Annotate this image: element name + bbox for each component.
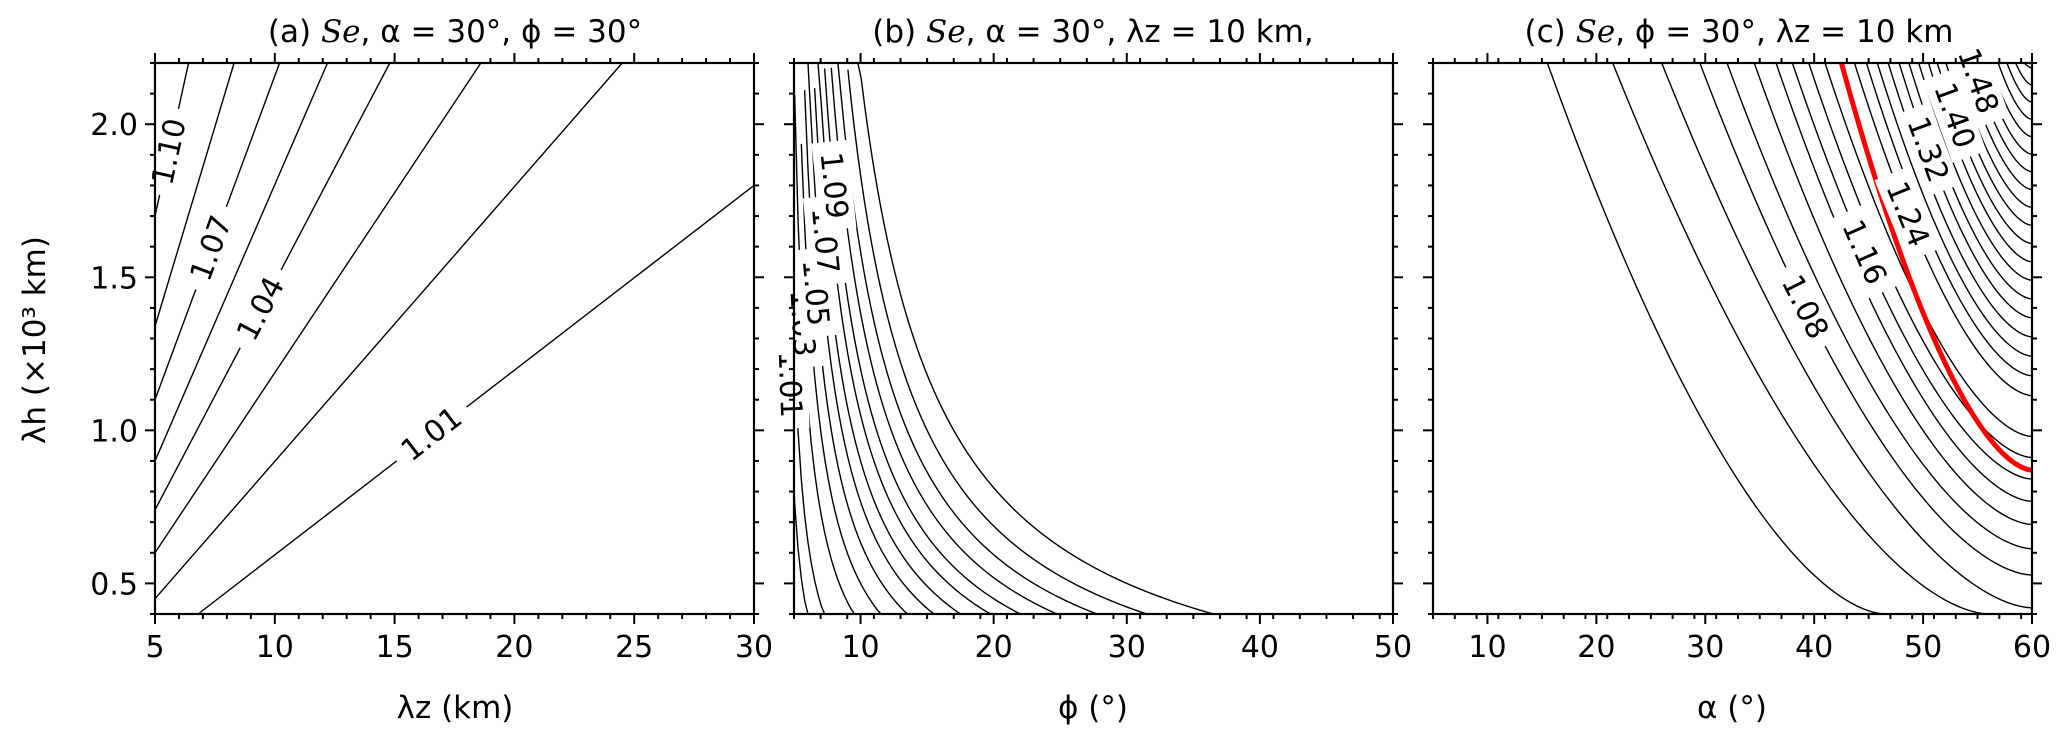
- x-tick-label: 15: [376, 630, 414, 665]
- contour-line: [1775, 63, 2032, 503]
- contour-line: [1546, 63, 1886, 614]
- panel-c-ticks: 10 20 30 40 50 60: [1423, 53, 2051, 665]
- x-tick-label: 40: [1795, 630, 1833, 665]
- panel-a-xlabel: λz (km): [397, 690, 514, 726]
- x-tick-label: 10: [841, 630, 879, 665]
- contour-line: [1997, 63, 2032, 121]
- highlight-contour-line: [1838, 63, 2032, 473]
- x-tick-label: 40: [1241, 630, 1279, 665]
- panel-a: (a) Se, α = 30°, ϕ = 30° 1.101.071.041.0…: [17, 14, 773, 726]
- panel-a-ylabel: λh (×10³ km): [17, 236, 53, 444]
- contour-label: 1.08: [1774, 270, 1835, 345]
- panel-b: (b) Se, α = 30°, λz = 10 km, 1.011.031.0…: [770, 14, 1412, 726]
- contour-line: [1699, 63, 2032, 576]
- contour-label-bg: [224, 261, 298, 357]
- panel-b-contours: [794, 63, 1274, 614]
- y-tick-label: 1.0: [90, 414, 138, 449]
- contour-line: [823, 68, 1055, 614]
- contour-line: [817, 63, 1018, 614]
- panel-a-contour-labels: 1.101.071.041.01: [142, 104, 478, 476]
- contour-line: [1791, 63, 2032, 480]
- contour-label: 1.07: [184, 211, 240, 286]
- x-tick-label: 30: [1686, 630, 1724, 665]
- contour-line: [803, 90, 925, 614]
- contour-label-bg: [1946, 33, 2010, 129]
- x-tick-label: 50: [1374, 630, 1412, 665]
- contour-line: [807, 63, 955, 614]
- contour-label: 1.10: [145, 116, 193, 189]
- contour-label-bg: [811, 139, 857, 232]
- panel-b-ticks: 10 20 30 40 50: [784, 53, 1412, 665]
- panel-c-xlabel: α (°): [1697, 690, 1767, 726]
- contour-line: [197, 184, 755, 615]
- contour-line: [794, 473, 809, 614]
- x-tick-label: 10: [256, 630, 294, 665]
- panel-b-frame: [792, 61, 1395, 616]
- contour-line: [2015, 63, 2032, 86]
- contour-line: [2006, 63, 2032, 103]
- panel-c-title: (c) Se, ϕ = 30°, λz = 10 km: [1525, 14, 1954, 50]
- y-tick-label: 1.5: [90, 261, 138, 296]
- x-tick-label: 60: [2013, 630, 2051, 665]
- x-tick-label: 20: [975, 630, 1013, 665]
- x-tick-label: 25: [615, 630, 653, 665]
- x-tick-label: 20: [1577, 630, 1615, 665]
- contour-label-bg: [178, 200, 244, 296]
- contour-label-bg: [1830, 204, 1899, 300]
- x-tick-label: 30: [735, 630, 773, 665]
- x-tick-label: 30: [1108, 630, 1146, 665]
- contour-line: [1853, 63, 2032, 397]
- x-tick-label: 10: [1468, 630, 1506, 665]
- contour-label-bg: [1874, 166, 1941, 262]
- contour-line: [1726, 63, 2032, 550]
- contour-line: [847, 69, 1198, 614]
- contour-line: [1661, 63, 2032, 609]
- contour-label: 1.09: [813, 150, 855, 220]
- contour-line: [1865, 63, 2032, 377]
- contour-line: [154, 62, 482, 554]
- panel-c: (c) Se, ϕ = 30°, λz = 10 km 1.081.161.24…: [1423, 14, 2051, 726]
- y-tick-label: 2.0: [90, 108, 138, 143]
- contour-line: [830, 67, 1095, 614]
- x-tick-label: 20: [495, 630, 533, 665]
- contour-line: [1612, 63, 1989, 614]
- contour-line: [154, 62, 623, 600]
- contour-line: [813, 88, 985, 614]
- contour-label-bg: [385, 392, 478, 476]
- contour-line: [2023, 63, 2032, 69]
- contour-label-bg: [1922, 68, 1987, 164]
- contour-line: [1808, 63, 2032, 459]
- contour-line: [857, 63, 1274, 614]
- contour-label-bg: [1769, 259, 1841, 355]
- panel-b-title: (b) Se, α = 30°, λz = 10 km,: [872, 14, 1313, 50]
- panel-a-title: (a) Se, α = 30°, ϕ = 30°: [268, 14, 642, 50]
- x-tick-label: 5: [145, 630, 164, 665]
- contour-line: [154, 62, 329, 462]
- contour-line: [1753, 63, 2032, 526]
- contour-line: [837, 63, 1141, 614]
- y-tick-label: 0.5: [90, 567, 138, 602]
- panel-b-xlabel: ϕ (°): [1058, 690, 1128, 726]
- x-tick-label: 50: [1904, 630, 1942, 665]
- contour-line: [1876, 63, 2032, 357]
- panel-b-contour-labels: 1.011.031.051.071.09: [770, 139, 857, 430]
- contour-line: [800, 143, 895, 614]
- panel-a-ticks: 5 10 15 20 25 30 0.5 1.0 1.5 2.0: [90, 53, 773, 665]
- contour-label-bg: [1895, 102, 1960, 198]
- panel-c-contours: [1546, 63, 2032, 614]
- contour-line: [154, 62, 235, 327]
